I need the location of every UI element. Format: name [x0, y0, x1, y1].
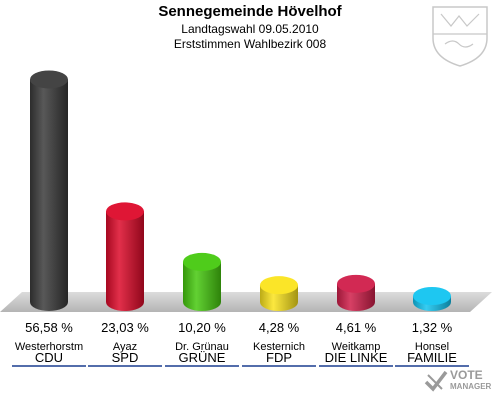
bar-fdp [260, 276, 298, 311]
value-label: 1,32 % [412, 320, 453, 335]
party-label: GRÜNE [179, 350, 226, 365]
party-label: CDU [35, 350, 63, 365]
candidate-label: Ayaz [113, 341, 137, 353]
bar-gr-ne [183, 252, 221, 311]
value-label: 10,20 % [178, 320, 226, 335]
vote-manager-logo: VOTE MANAGER [424, 366, 498, 396]
party-label: SPD [112, 350, 139, 365]
candidate-label: Westerhorstm [15, 341, 83, 353]
chart-subtitle-2: Erststimmen Wahlbezirk 008 [173, 37, 327, 51]
value-label: 56,58 % [25, 320, 73, 335]
chart-title: Sennegemeinde Hövelhof [158, 3, 342, 20]
candidate-label: Weitkamp [332, 341, 381, 353]
checkmark-icon [424, 370, 448, 392]
bar-cdu [30, 70, 68, 311]
chart-subtitle: Landtagswahl 09.05.2010 [181, 22, 319, 36]
value-label: 4,61 % [336, 320, 377, 335]
party-label: FDP [266, 350, 292, 365]
logo-text-vote: VOTE [450, 368, 483, 382]
candidate-label: Dr. Grünau [175, 341, 229, 353]
candidate-label: Kesternich [253, 341, 305, 353]
bar-spd [106, 202, 144, 311]
candidate-label: Honsel [415, 341, 449, 353]
bar-die-linke [337, 274, 375, 311]
bar-familie [413, 287, 451, 311]
party-label: FAMILIE [407, 350, 457, 365]
nrw-coat-of-arms-icon [432, 6, 488, 67]
party-label: DIE LINKE [325, 350, 388, 365]
logo-text-manager: MANAGER [450, 382, 492, 391]
value-label: 4,28 % [259, 320, 300, 335]
value-label: 23,03 % [101, 320, 149, 335]
